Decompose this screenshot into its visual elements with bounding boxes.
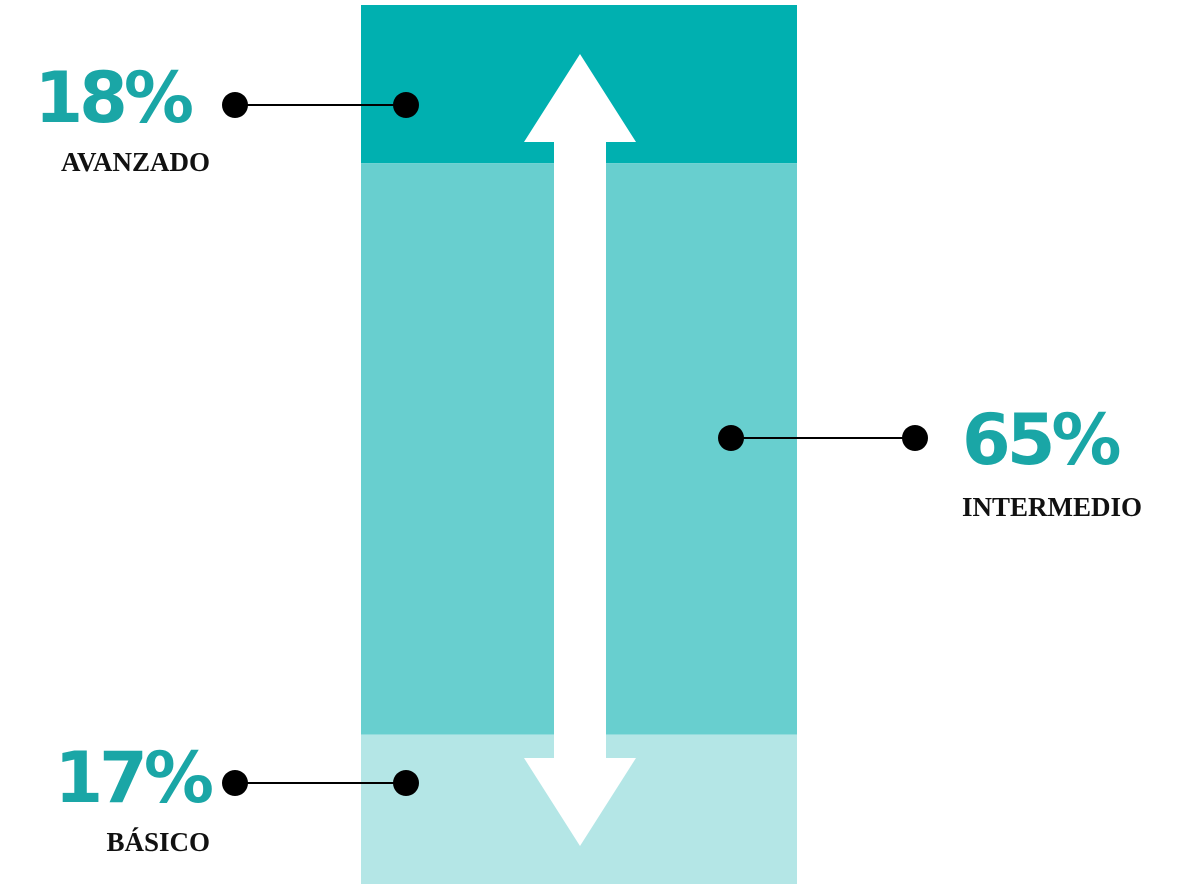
category-label-avanzado: AVANZADO [61,147,210,177]
category-label-basico: BÁSICO [106,827,210,857]
double-arrow-shape [524,54,636,846]
connector-dot-outer-basico [222,770,248,796]
value-labels: 18% AVANZADO 65% INTERMEDIO 17% BÁSICO [34,57,1142,857]
connector-dot-inner-intermedio [718,425,744,451]
connector-dot-inner-basico [393,770,419,796]
value-label-group-intermedio: 65% [962,399,1123,481]
connector-dot-inner-avanzado [393,92,419,118]
connector-lines [222,92,928,796]
value-label-basico: 17% [54,737,211,819]
value-label-group-avanzado: 18% [34,57,195,139]
value-label-intermedio: 65% [962,399,1119,481]
connector-dot-outer-intermedio [902,425,928,451]
value-label-avanzado: 18% [34,57,191,139]
value-label-group-basico: 17% [54,737,215,819]
connector-dot-outer-avanzado [222,92,248,118]
double-arrow [524,54,636,846]
category-label-intermedio: INTERMEDIO [962,492,1142,522]
